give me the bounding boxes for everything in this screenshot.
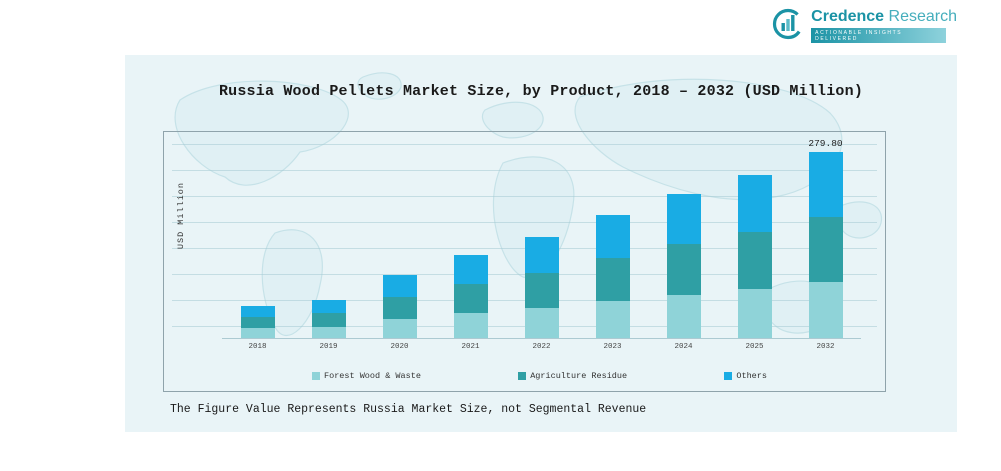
bar-segment-forest-wood-waste: [453, 313, 488, 338]
bar-2025: 2025: [719, 139, 790, 351]
x-axis-label: 2018: [248, 343, 267, 351]
legend-label: Forest Wood & Waste: [324, 371, 421, 381]
bars-row: 2018 2019 2020 2021 2022 2023 2024 2025 279.80 20…: [222, 137, 861, 351]
legend-label: Others: [736, 371, 767, 381]
bar-value-label: 279.80: [808, 137, 843, 149]
bar-stack: [666, 194, 701, 338]
bar-chart-logo-icon: [773, 8, 804, 40]
x-axis-label: 2021: [461, 343, 480, 351]
x-axis-label: 2020: [390, 343, 409, 351]
bar-segment-agriculture-residue: [595, 257, 630, 301]
x-axis-label: 2032: [816, 343, 835, 351]
bar-2022: 2022: [506, 139, 577, 351]
x-axis-label: 2025: [745, 343, 764, 351]
bar-segment-forest-wood-waste: [666, 294, 701, 338]
bar-segment-others: [240, 306, 275, 318]
bar-segment-others: [311, 300, 346, 314]
bar-segment-forest-wood-waste: [737, 289, 772, 338]
logo-brand-secondary: Research: [884, 8, 957, 25]
plot-area: USD Million 2018 2019 2020 2021 2022 2023 2024…: [163, 131, 886, 392]
bar-stack: [453, 254, 488, 338]
chart-footnote: The Figure Value Represents Russia Marke…: [170, 403, 647, 416]
legend: Forest Wood & Waste Agriculture Residue Ot…: [164, 371, 885, 381]
bar-segment-forest-wood-waste: [808, 282, 843, 338]
bar-stack: [524, 237, 559, 338]
bar-stack: [737, 174, 772, 338]
logo-text: Credence Research Actionable Insights De…: [811, 8, 957, 43]
bar-2018: 2018: [222, 139, 293, 351]
bar-2023: 2023: [577, 139, 648, 351]
bar-segment-agriculture-residue: [524, 272, 559, 308]
x-axis-label: 2024: [674, 343, 693, 351]
bar-segment-others: [524, 237, 559, 273]
x-axis-label: 2019: [319, 343, 338, 351]
bar-2020: 2020: [364, 139, 435, 351]
legend-swatch: [518, 372, 527, 380]
bar-segment-forest-wood-waste: [240, 328, 275, 338]
bar-segment-agriculture-residue: [737, 231, 772, 289]
bar-segment-agriculture-residue: [666, 244, 701, 295]
bar-2021: 2021: [435, 139, 506, 351]
bar-stack: [240, 306, 275, 338]
bar-stack: [595, 214, 630, 338]
bar-segment-forest-wood-waste: [524, 307, 559, 338]
bar-stack: [382, 275, 417, 338]
bar-2019: 2019: [293, 139, 364, 351]
legend-item-agriculture-residue: Agriculture Residue: [518, 371, 627, 381]
legend-item-forest-wood-waste: Forest Wood & Waste: [312, 371, 421, 381]
bar-segment-forest-wood-waste: [311, 326, 346, 338]
bar-segment-agriculture-residue: [382, 297, 417, 320]
x-axis-label: 2023: [603, 343, 622, 351]
bar-segment-agriculture-residue: [240, 317, 275, 329]
bar-segment-others: [453, 254, 488, 284]
bar-segment-forest-wood-waste: [595, 301, 630, 338]
logo-brand-primary: Credence: [811, 8, 885, 25]
logo-tagline: Actionable Insights Delivered: [811, 28, 947, 43]
bar-segment-forest-wood-waste: [382, 319, 417, 338]
bar-2032: 279.80 2032: [790, 137, 861, 351]
logo-brand-name: Credence Research: [811, 8, 957, 26]
bar-segment-others: [666, 194, 701, 245]
bar-segment-others: [737, 174, 772, 232]
bar-segment-agriculture-residue: [453, 283, 488, 313]
bar-stack: [808, 151, 843, 338]
bar-segment-agriculture-residue: [311, 313, 346, 327]
bar-stack: [311, 300, 346, 338]
chart-title: Russia Wood Pellets Market Size, by Prod…: [218, 83, 864, 100]
legend-swatch: [724, 372, 733, 380]
bar-segment-others: [808, 151, 843, 217]
y-axis-title: USD Million: [176, 182, 186, 250]
legend-label: Agriculture Residue: [530, 371, 628, 381]
credence-research-logo: Credence Research Actionable Insights De…: [772, 8, 957, 43]
legend-item-others: Others: [724, 371, 767, 381]
bar-2024: 2024: [648, 139, 719, 351]
bar-segment-others: [382, 275, 417, 298]
legend-swatch: [312, 372, 320, 380]
bar-segment-agriculture-residue: [808, 216, 843, 283]
x-axis-label: 2022: [532, 343, 551, 351]
bar-segment-others: [595, 214, 630, 258]
chart-panel: Russia Wood Pellets Market Size, by Prod…: [125, 55, 957, 432]
